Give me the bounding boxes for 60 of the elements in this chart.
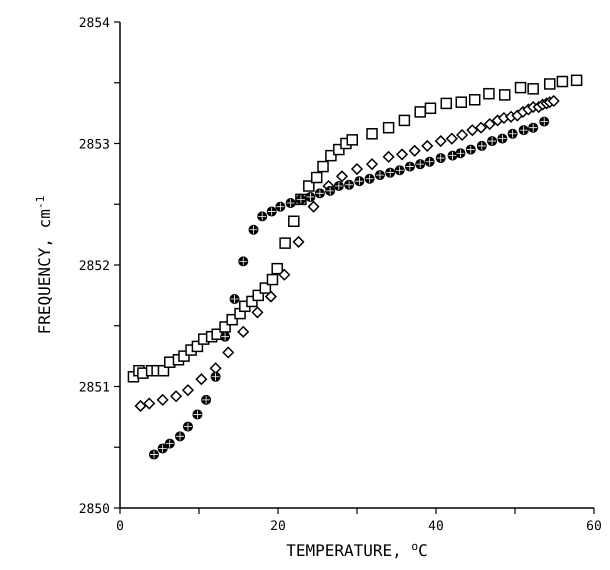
point (382, 151, 394, 163)
x-axis-title: TEMPERATURE, $^{o}$C (286, 540, 428, 560)
point (527, 83, 539, 95)
point (398, 114, 410, 126)
point (237, 326, 249, 338)
y-tick-label: 2851 (78, 380, 110, 396)
point (514, 82, 526, 94)
point (271, 262, 283, 274)
point (414, 106, 426, 118)
point (366, 128, 378, 140)
x-tick-label: 60 (586, 519, 602, 534)
point (544, 78, 556, 90)
point (351, 163, 363, 175)
point (424, 102, 436, 114)
y-tick-label: 2853 (78, 138, 110, 152)
point (156, 394, 168, 406)
point (434, 135, 446, 147)
point (446, 132, 458, 144)
point (548, 95, 560, 107)
point (317, 160, 329, 172)
point (366, 158, 378, 170)
point (475, 122, 487, 134)
point (484, 118, 496, 130)
point (346, 134, 358, 146)
y-tick-label: 2852 (78, 259, 110, 274)
point (310, 172, 322, 184)
point (278, 268, 290, 280)
point (468, 94, 480, 106)
point (170, 390, 182, 402)
point (570, 74, 582, 86)
point (266, 274, 278, 286)
x-tick-label: 40 (428, 519, 444, 534)
point (288, 216, 300, 228)
point (456, 129, 468, 141)
point (483, 88, 495, 100)
point (556, 76, 568, 88)
point (196, 373, 208, 385)
x-tick-label: 20 (270, 519, 286, 534)
point (279, 237, 291, 249)
point (182, 384, 194, 396)
point (440, 98, 452, 110)
point (303, 180, 315, 192)
y-tick-label: 2850 (78, 502, 110, 517)
point (396, 148, 408, 160)
point (498, 89, 510, 101)
point (456, 96, 468, 108)
point (408, 145, 420, 157)
point (382, 122, 394, 134)
point (336, 170, 348, 182)
x-tick-label: 0 (116, 519, 124, 534)
point (143, 398, 155, 410)
point (222, 346, 234, 358)
point (292, 236, 304, 248)
point (422, 140, 434, 152)
y-tick-label: 2854 (78, 16, 110, 31)
point (308, 200, 320, 212)
point (252, 306, 264, 318)
point (466, 124, 478, 136)
point (265, 290, 277, 302)
point (134, 400, 146, 412)
